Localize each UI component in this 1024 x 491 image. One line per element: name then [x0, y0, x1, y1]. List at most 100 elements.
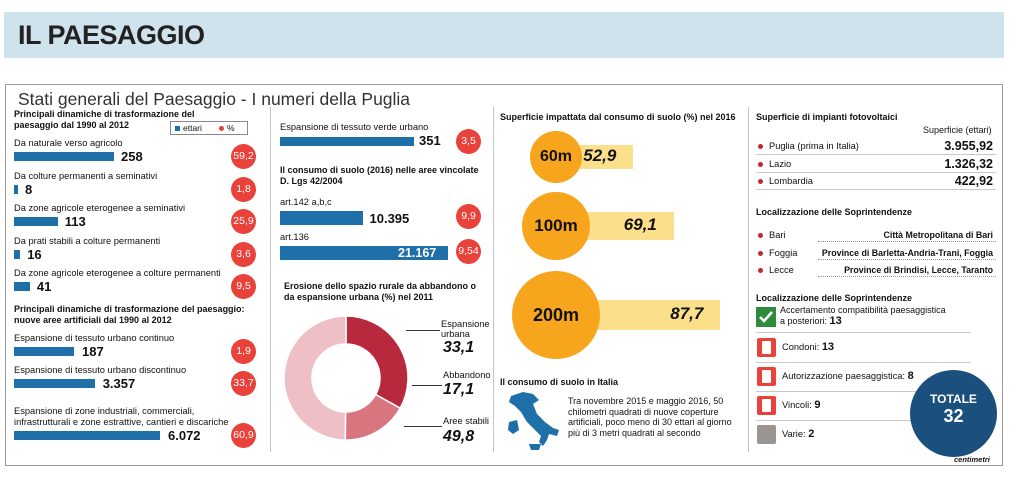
row-label: art.142 a,b,c	[280, 197, 332, 207]
pratica-label-text: Condoni:	[782, 342, 820, 352]
value-ettari: 10.395	[369, 211, 410, 226]
bar-ettari	[14, 184, 18, 194]
value-superficie: 52,9	[583, 146, 617, 165]
pratica-label: Varie: 2	[782, 428, 814, 440]
donut-slice	[345, 315, 409, 410]
donut-label-aree-stabili: Aree stabili	[443, 416, 489, 426]
foto-value: 3.955,92	[944, 139, 993, 153]
value-superficie: 87,7	[670, 304, 704, 323]
row-label: art.136	[280, 232, 309, 242]
bar-verde-urbano	[280, 137, 414, 146]
infographic-panel: Stati generali del Paesaggio - I numeri …	[5, 84, 1003, 466]
row-divider	[756, 362, 971, 363]
sopr-label-text: Bari	[769, 230, 786, 240]
foto-label-text: Puglia (prima in Italia)	[769, 141, 859, 151]
value-ettari: 187	[82, 344, 104, 359]
legend-swatch-pct	[219, 126, 224, 131]
circle-distanza: 60m	[530, 131, 582, 183]
legend-swatch-ettari	[175, 126, 180, 131]
bar-ettari	[14, 379, 95, 388]
bar-ettari	[14, 282, 30, 291]
italia-text: Tra novembre 2015 e maggio 2016, 50 chil…	[568, 396, 732, 438]
value-superficie: 69,1	[623, 215, 657, 234]
accertamento-line-1: Accertamento compatibilità paesaggistica	[780, 305, 946, 315]
totale-label: TOTALE	[930, 392, 977, 406]
pct-circle: 60,9	[231, 423, 256, 448]
pratica-value: 2	[808, 428, 815, 440]
check-icon	[756, 307, 776, 327]
bullet-dot	[758, 233, 763, 239]
legend: ettari %	[170, 121, 248, 135]
row-label: Espansione di tessuto urbano continuo	[14, 333, 175, 343]
pct-circle: 33,7	[231, 371, 256, 396]
row-label: Da colture permanenti a seminativi	[14, 170, 158, 181]
sopr-value: Province di Brindisi, Lecce, Taranto	[844, 265, 993, 275]
bar-ettari	[14, 217, 58, 226]
donut-value-espansione: 33,1	[443, 339, 475, 356]
donut-erosione	[283, 315, 409, 441]
row-dotted-divider	[818, 258, 996, 260]
accertamento-value: 13	[829, 314, 842, 327]
heading-soprintendenze: Localizzazione delle Soprintendenze	[756, 207, 913, 217]
row-label: Espansione di zone industriali, commerci…	[14, 406, 229, 427]
logo-centimetri: centimetri	[954, 455, 990, 464]
sopr-label-text: Lecce	[769, 265, 794, 275]
sopr-value: Province di Barletta-Andria-Trani, Foggi…	[821, 247, 993, 258]
totale-value: 32	[943, 406, 964, 426]
sopr-label: Lecce	[758, 265, 794, 275]
foto-label: Lazio	[758, 159, 791, 169]
donut-value-abbandono: 17,1	[443, 381, 475, 398]
value-ettari: 16	[27, 246, 42, 262]
pct-circle: 9,54	[456, 239, 481, 264]
bar-ettari	[14, 431, 160, 440]
row-label: Espansione di tessuto urbano discontinuo	[14, 365, 187, 375]
sopr-label-text: Foggia	[769, 247, 798, 258]
pratica-label-text: Varie:	[782, 429, 806, 439]
value-ettari: 41	[36, 279, 52, 294]
value-ettari: 113	[64, 214, 86, 229]
row-dotted-divider	[818, 241, 996, 242]
document-icon	[757, 338, 776, 357]
heading-superficie-impattata: Superficie impattata dal consumo di suol…	[500, 112, 736, 122]
value-ettari: 21.167	[398, 246, 437, 260]
legend-ettari: ettari	[183, 123, 202, 133]
hand-icon	[757, 396, 776, 415]
leader-line	[406, 330, 440, 331]
misc-icon	[757, 425, 776, 444]
donut-slice	[283, 315, 347, 441]
circle-distanza: 200m	[512, 271, 600, 359]
value-verde-urbano: 351	[419, 133, 441, 148]
foto-subheading: Superficie (ettari)	[923, 125, 992, 135]
foto-value: 422,92	[954, 174, 993, 188]
row-divider	[756, 189, 996, 190]
sopr-label: Bari	[758, 230, 786, 240]
pratica-value: 8	[907, 370, 914, 382]
totale-badge: TOTALE 32	[910, 370, 997, 457]
row-label: Da naturale verso agricolo	[14, 138, 123, 148]
pct-circle: 9,9	[456, 204, 481, 229]
row-divider	[756, 154, 996, 155]
bar-ettari	[280, 246, 448, 260]
pratica-value: 13	[821, 341, 835, 353]
row-divider	[756, 420, 971, 421]
permit-icon-glyph	[762, 370, 771, 383]
heading-soprintendenze-2: Localizzazione delle Soprintendenze	[756, 293, 913, 303]
foto-label: Puglia (prima in Italia)	[758, 141, 859, 151]
row-divider	[756, 332, 971, 333]
leader-line	[404, 426, 442, 427]
value-ettari: 6.072	[168, 428, 201, 443]
pct-circle: 3,6	[231, 241, 256, 267]
sopr-value: Città Metropolitana di Bari	[883, 230, 993, 240]
bar-ettari	[14, 152, 114, 161]
heading-erosione: Erosione dello spazio rurale da abbandon…	[284, 281, 477, 302]
bullet-dot	[758, 179, 763, 185]
row-label: Da zone agricole eterogenee a colture pe…	[14, 268, 221, 278]
row-divider	[756, 391, 971, 392]
permit-icon	[757, 367, 776, 386]
column-divider	[493, 107, 494, 452]
pratica-label-text: Vincoli:	[782, 400, 812, 410]
pct-circle: 1,8	[231, 176, 256, 202]
sopr-label: Foggia	[758, 248, 797, 258]
bullet-dot	[758, 144, 763, 150]
hand-icon-glyph	[762, 399, 771, 412]
